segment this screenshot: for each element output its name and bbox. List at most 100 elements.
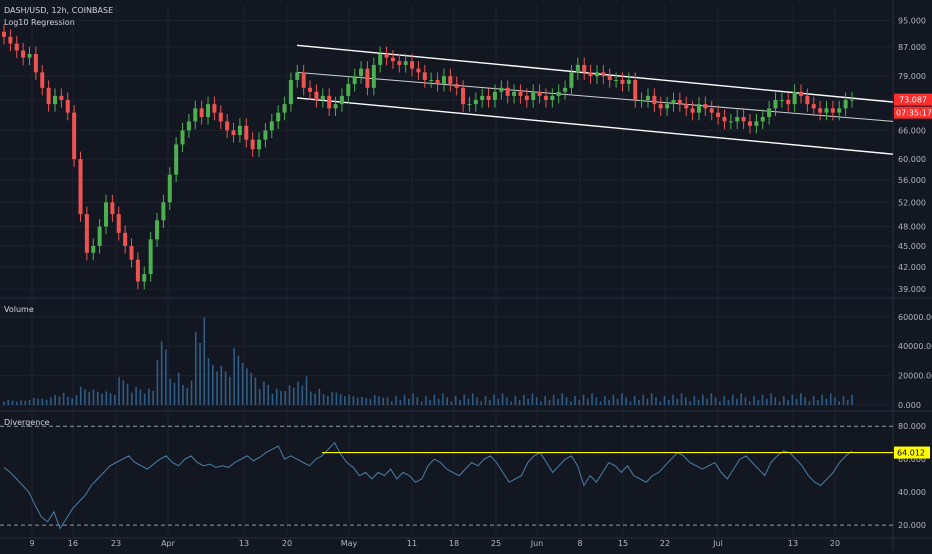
x-tick-label: Apr [161, 539, 176, 548]
candle-body [837, 108, 842, 113]
candle-body [499, 87, 504, 92]
candle-body [652, 95, 657, 105]
volume-bar [748, 401, 751, 405]
volume-bar [774, 397, 777, 405]
volume-bar [75, 395, 78, 405]
volume-bar [292, 387, 295, 405]
volume-bar [28, 400, 31, 405]
candle-body [665, 104, 670, 109]
volume-bar [471, 393, 474, 405]
divergence-tick-label: 60.000 [898, 455, 926, 464]
volume-bar [126, 383, 129, 405]
volume-bar [33, 397, 35, 405]
volume-bar [544, 396, 546, 405]
symbol-title: DASH/USD, 12h, COINBASE [4, 6, 114, 15]
candle-body [250, 139, 255, 150]
x-tick-label: 11 [407, 539, 417, 548]
volume-bar [327, 396, 329, 405]
candle-body [461, 87, 466, 105]
last-price-text: 73.087 [899, 96, 927, 105]
candle-body [84, 214, 89, 253]
candle-body [174, 144, 179, 175]
volume-bar [825, 398, 828, 405]
volume-bar [569, 401, 572, 405]
volume-bar [3, 401, 5, 405]
volume-bar [702, 394, 704, 405]
volume-bar [156, 360, 159, 405]
volume-bar [378, 396, 380, 405]
volume-bar [67, 396, 69, 405]
volume-bar [842, 396, 845, 405]
volume-bar [403, 394, 406, 405]
candle-body [492, 91, 497, 100]
volume-bar [233, 348, 235, 405]
volume-bar [390, 401, 393, 405]
volume-bar [783, 396, 785, 405]
x-tick-label: 18 [449, 539, 459, 548]
volume-bar [714, 397, 717, 405]
volume-bar [148, 388, 150, 405]
candle-body [123, 232, 128, 246]
candle-body [282, 104, 287, 113]
divergence-line [3, 441, 853, 530]
volume-bar [629, 401, 632, 405]
candle-body [72, 112, 77, 160]
candle-body [467, 104, 472, 106]
candle-body [429, 79, 434, 81]
x-tick-label: 16 [68, 539, 78, 548]
channel-middle-line [296, 71, 894, 122]
candle-body [301, 72, 306, 88]
candle-body [684, 104, 689, 109]
candle-body [792, 91, 797, 105]
volume-bar [616, 398, 619, 405]
volume-bar [633, 396, 636, 405]
volume-bar [723, 396, 725, 405]
volume-bar [484, 396, 487, 405]
volume-bar [416, 397, 419, 405]
volume-bar [101, 393, 103, 405]
volume-bar [386, 397, 389, 405]
volume-bar [280, 390, 282, 405]
candle-body [410, 61, 415, 69]
volume-bar [186, 388, 189, 405]
volume-bar [821, 394, 823, 405]
price-tick-label: 42.000 [898, 263, 926, 272]
candle-body [21, 50, 26, 58]
candle-body [193, 108, 198, 122]
volume-bar [92, 389, 95, 405]
candle-body [8, 36, 13, 44]
volume-bar [229, 376, 231, 405]
price-tick-label: 95.000 [898, 16, 926, 25]
candle-body [747, 121, 752, 126]
volume-bar [62, 392, 65, 405]
candle-body [486, 95, 491, 100]
candle-body [556, 91, 561, 96]
volume-bar [109, 393, 112, 405]
candle-body [716, 112, 721, 117]
volume-bar [476, 397, 478, 405]
candle-body [843, 99, 848, 109]
candle-body [142, 274, 147, 282]
candle-body [91, 245, 96, 253]
volume-bar [655, 397, 657, 405]
volume-bar [152, 390, 154, 405]
volume-bar [761, 394, 764, 405]
candle-body [786, 99, 791, 105]
candle-body [594, 72, 599, 77]
candle-body [722, 116, 727, 122]
volume-bar [663, 396, 666, 405]
volume-bar [437, 398, 440, 405]
candle-body [696, 104, 701, 113]
candle-body [512, 91, 517, 96]
volume-bar [846, 400, 849, 405]
volume-bar [770, 393, 772, 405]
candle-body [155, 220, 160, 240]
volume-bar [676, 398, 679, 405]
price-tick-label: 87.000 [898, 43, 926, 52]
volume-bar [318, 388, 321, 405]
volume-bar [591, 393, 593, 405]
volume-bar [50, 397, 52, 405]
